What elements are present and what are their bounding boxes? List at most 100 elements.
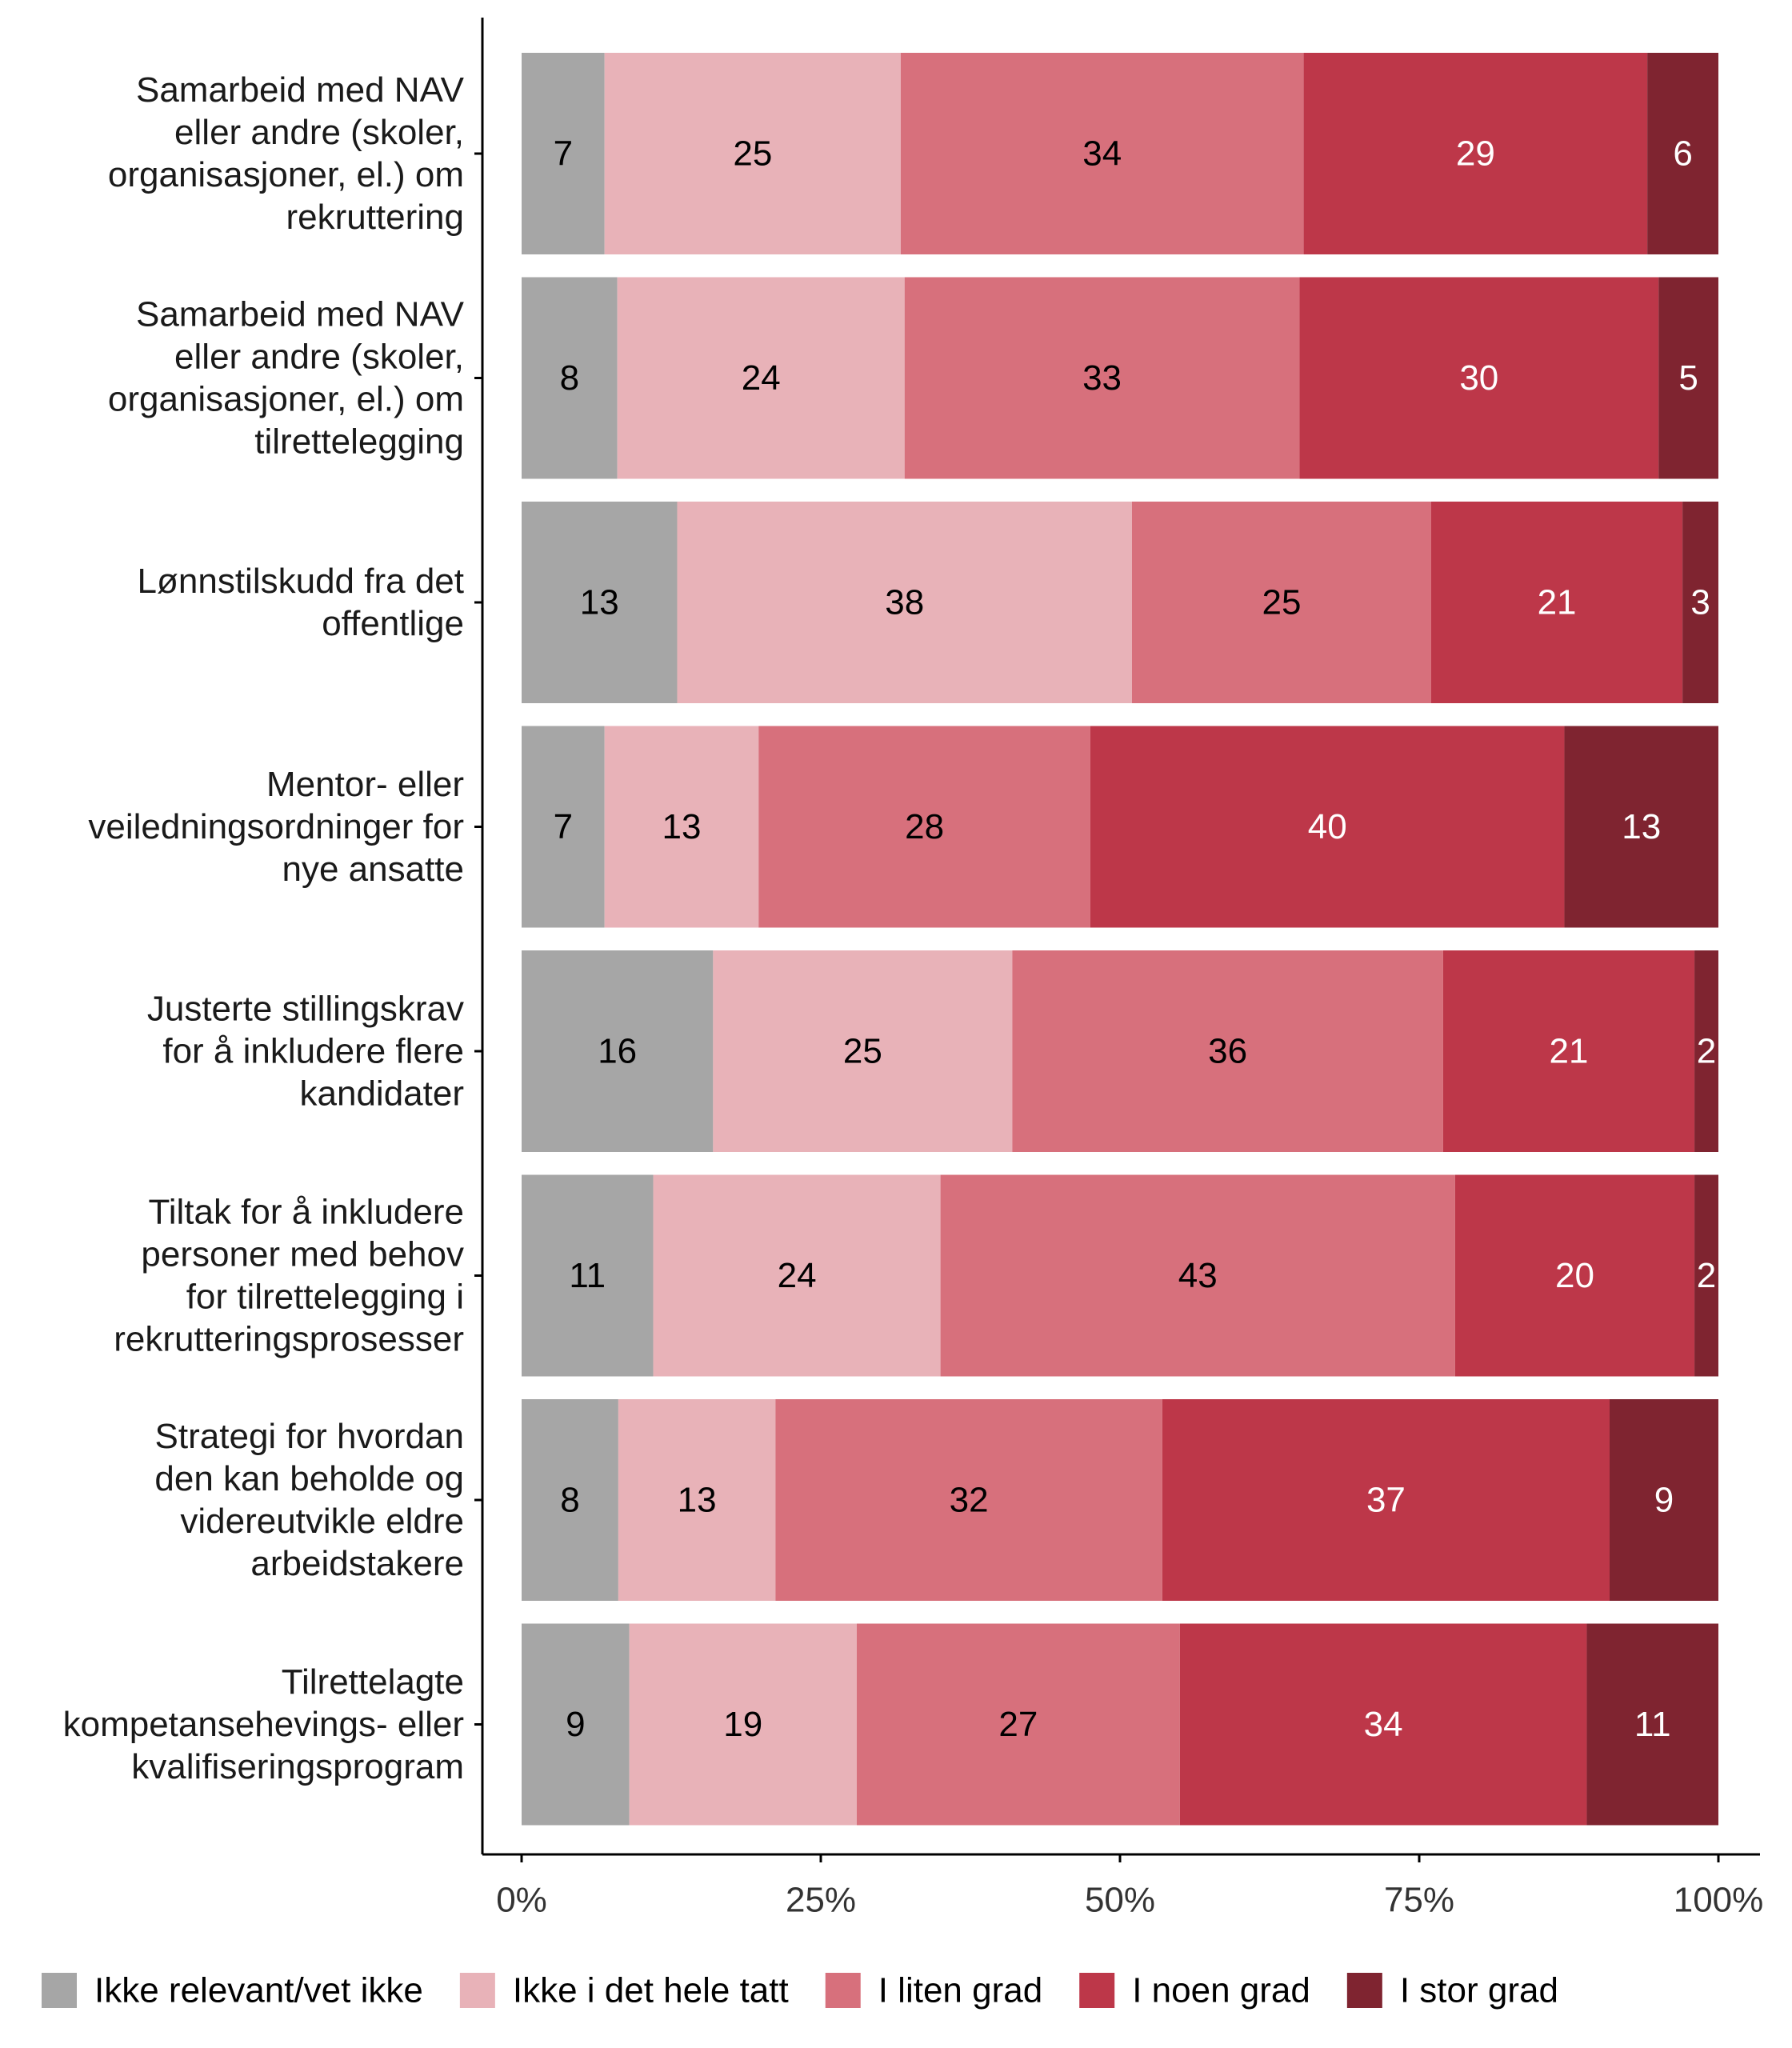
bar-value-label: 24 bbox=[778, 1256, 817, 1295]
bar-value-label: 33 bbox=[1082, 358, 1122, 398]
bar-value-label: 7 bbox=[554, 807, 573, 846]
bar-value-label: 9 bbox=[1654, 1481, 1674, 1520]
bar-segment bbox=[1694, 1174, 1718, 1377]
legend-swatch bbox=[1079, 1973, 1115, 2008]
bar-segment bbox=[522, 53, 605, 254]
bar-segment bbox=[1131, 502, 1431, 703]
legend-swatch bbox=[1346, 1973, 1382, 2008]
bar-value-label: 6 bbox=[1673, 134, 1692, 174]
bar-segment bbox=[1430, 502, 1683, 703]
bar-segment bbox=[522, 1174, 654, 1377]
bar-value-label: 11 bbox=[569, 1256, 606, 1295]
bar-value-label: 8 bbox=[560, 358, 579, 398]
bar-value-label: 16 bbox=[598, 1032, 637, 1071]
bar-segment bbox=[522, 277, 618, 479]
bar-segment bbox=[1454, 1174, 1695, 1377]
bar-value-label: 7 bbox=[554, 134, 573, 174]
bar-segment bbox=[775, 1399, 1162, 1601]
bar-value-label: 28 bbox=[905, 807, 944, 846]
bar-value-label: 9 bbox=[566, 1705, 585, 1744]
bar-value-label: 19 bbox=[723, 1705, 762, 1744]
category-label: Tiltak for å inkludere personer med behov… bbox=[114, 1193, 464, 1359]
bar-segment bbox=[713, 950, 1013, 1152]
bar-segment bbox=[1012, 950, 1443, 1152]
bar-value-label: 8 bbox=[560, 1481, 579, 1520]
bar-value-label: 40 bbox=[1308, 807, 1347, 846]
bar-segment bbox=[1179, 1623, 1587, 1826]
legend-swatch bbox=[825, 1973, 861, 2008]
bar-segment bbox=[1586, 1623, 1718, 1826]
x-tick-label: 0% bbox=[496, 1881, 547, 1920]
category-label: Justerte stillingskrav for å inkludere fl… bbox=[147, 990, 464, 1114]
bar-value-label: 32 bbox=[950, 1481, 989, 1520]
bar-value-label: 36 bbox=[1208, 1032, 1247, 1071]
bar-value-label: 34 bbox=[1082, 134, 1122, 174]
bar-value-label: 13 bbox=[1622, 807, 1661, 846]
category-label: Tilrettelagte kompetansehevings- eller kva… bbox=[63, 1662, 464, 1786]
bar-segment bbox=[522, 726, 605, 928]
bar-value-label: 13 bbox=[662, 807, 701, 846]
x-axis: 0% 25% 50% 75% 100% bbox=[482, 1853, 1764, 1920]
bar-segment bbox=[522, 950, 714, 1152]
bar-segment bbox=[900, 53, 1304, 254]
bar-value-label: 21 bbox=[1538, 583, 1577, 622]
legend-label: Ikke i det hele tatt bbox=[513, 1971, 789, 2010]
bar-value-label: 30 bbox=[1459, 358, 1498, 398]
category-label: Strategi for hvordan den kan beholde og vi… bbox=[154, 1417, 464, 1583]
bar-segment bbox=[1694, 950, 1718, 1152]
bar-segment bbox=[1303, 53, 1648, 254]
category-label: Mentor- eller veiledningsordninger for nye… bbox=[88, 765, 464, 889]
bar-value-label: 3 bbox=[1690, 583, 1710, 622]
bar-segment bbox=[677, 502, 1132, 703]
legend-swatch bbox=[459, 1973, 495, 2008]
bar-segment bbox=[617, 277, 905, 479]
bar-segment bbox=[629, 1623, 857, 1826]
bar-segment bbox=[856, 1623, 1180, 1826]
bar-value-label: 27 bbox=[998, 1705, 1038, 1744]
bar-segment bbox=[1647, 53, 1718, 254]
bar-segment bbox=[604, 53, 901, 254]
category-label: Samarbeid med NAV eller andre (skoler, org… bbox=[108, 295, 465, 462]
x-tick-label: 100% bbox=[1674, 1881, 1764, 1920]
bar-segment bbox=[653, 1174, 941, 1377]
bar-segment bbox=[1610, 1399, 1718, 1601]
x-tick-label: 25% bbox=[786, 1881, 856, 1920]
bar-segment bbox=[1682, 502, 1718, 703]
bar-segment bbox=[1299, 277, 1659, 479]
category-label: Samarbeid med NAV eller andre (skoler, org… bbox=[108, 70, 465, 237]
bar-segment bbox=[522, 1399, 618, 1601]
bar-value-label: 11 bbox=[1634, 1705, 1671, 1744]
bar-value-label: 38 bbox=[885, 583, 924, 622]
y-axis: Samarbeid med NAV eller andre (skoler, org… bbox=[63, 18, 484, 1854]
bar-segment bbox=[940, 1174, 1455, 1377]
bar-value-label: 25 bbox=[1262, 583, 1301, 622]
bar-value-label: 13 bbox=[678, 1481, 717, 1520]
bar-value-label: 5 bbox=[1678, 358, 1698, 398]
bar-segment bbox=[904, 277, 1300, 479]
bar-segment bbox=[618, 1399, 776, 1601]
bar-value-label: 2 bbox=[1697, 1032, 1716, 1071]
x-tick-label: 50% bbox=[1085, 1881, 1155, 1920]
bar-segment bbox=[522, 1623, 630, 1826]
bar-segment bbox=[1564, 726, 1718, 928]
legend: Ikke relevant/vet ikke Ikke i det hele ta… bbox=[42, 1971, 1558, 2010]
bars-group bbox=[522, 53, 1718, 1826]
legend-swatch bbox=[42, 1973, 77, 2008]
bar-value-label: 21 bbox=[1550, 1032, 1589, 1071]
bar-segment bbox=[758, 726, 1090, 928]
bar-segment bbox=[1442, 950, 1695, 1152]
bar-value-label: 2 bbox=[1697, 1256, 1716, 1295]
bar-value-label: 25 bbox=[733, 134, 772, 174]
bar-value-label: 20 bbox=[1555, 1256, 1594, 1295]
legend-label: I liten grad bbox=[878, 1971, 1042, 2010]
bar-segment bbox=[1162, 1399, 1610, 1601]
legend-label: I noen grad bbox=[1132, 1971, 1310, 2010]
legend-label: Ikke relevant/vet ikke bbox=[94, 1971, 423, 2010]
legend-label: I stor grad bbox=[1400, 1971, 1558, 2010]
bar-segment bbox=[1090, 726, 1565, 928]
bar-value-label: 29 bbox=[1456, 134, 1495, 174]
category-label: Lønnstilskudd fra det offentlige bbox=[138, 562, 464, 643]
bar-value-label: 37 bbox=[1366, 1481, 1406, 1520]
